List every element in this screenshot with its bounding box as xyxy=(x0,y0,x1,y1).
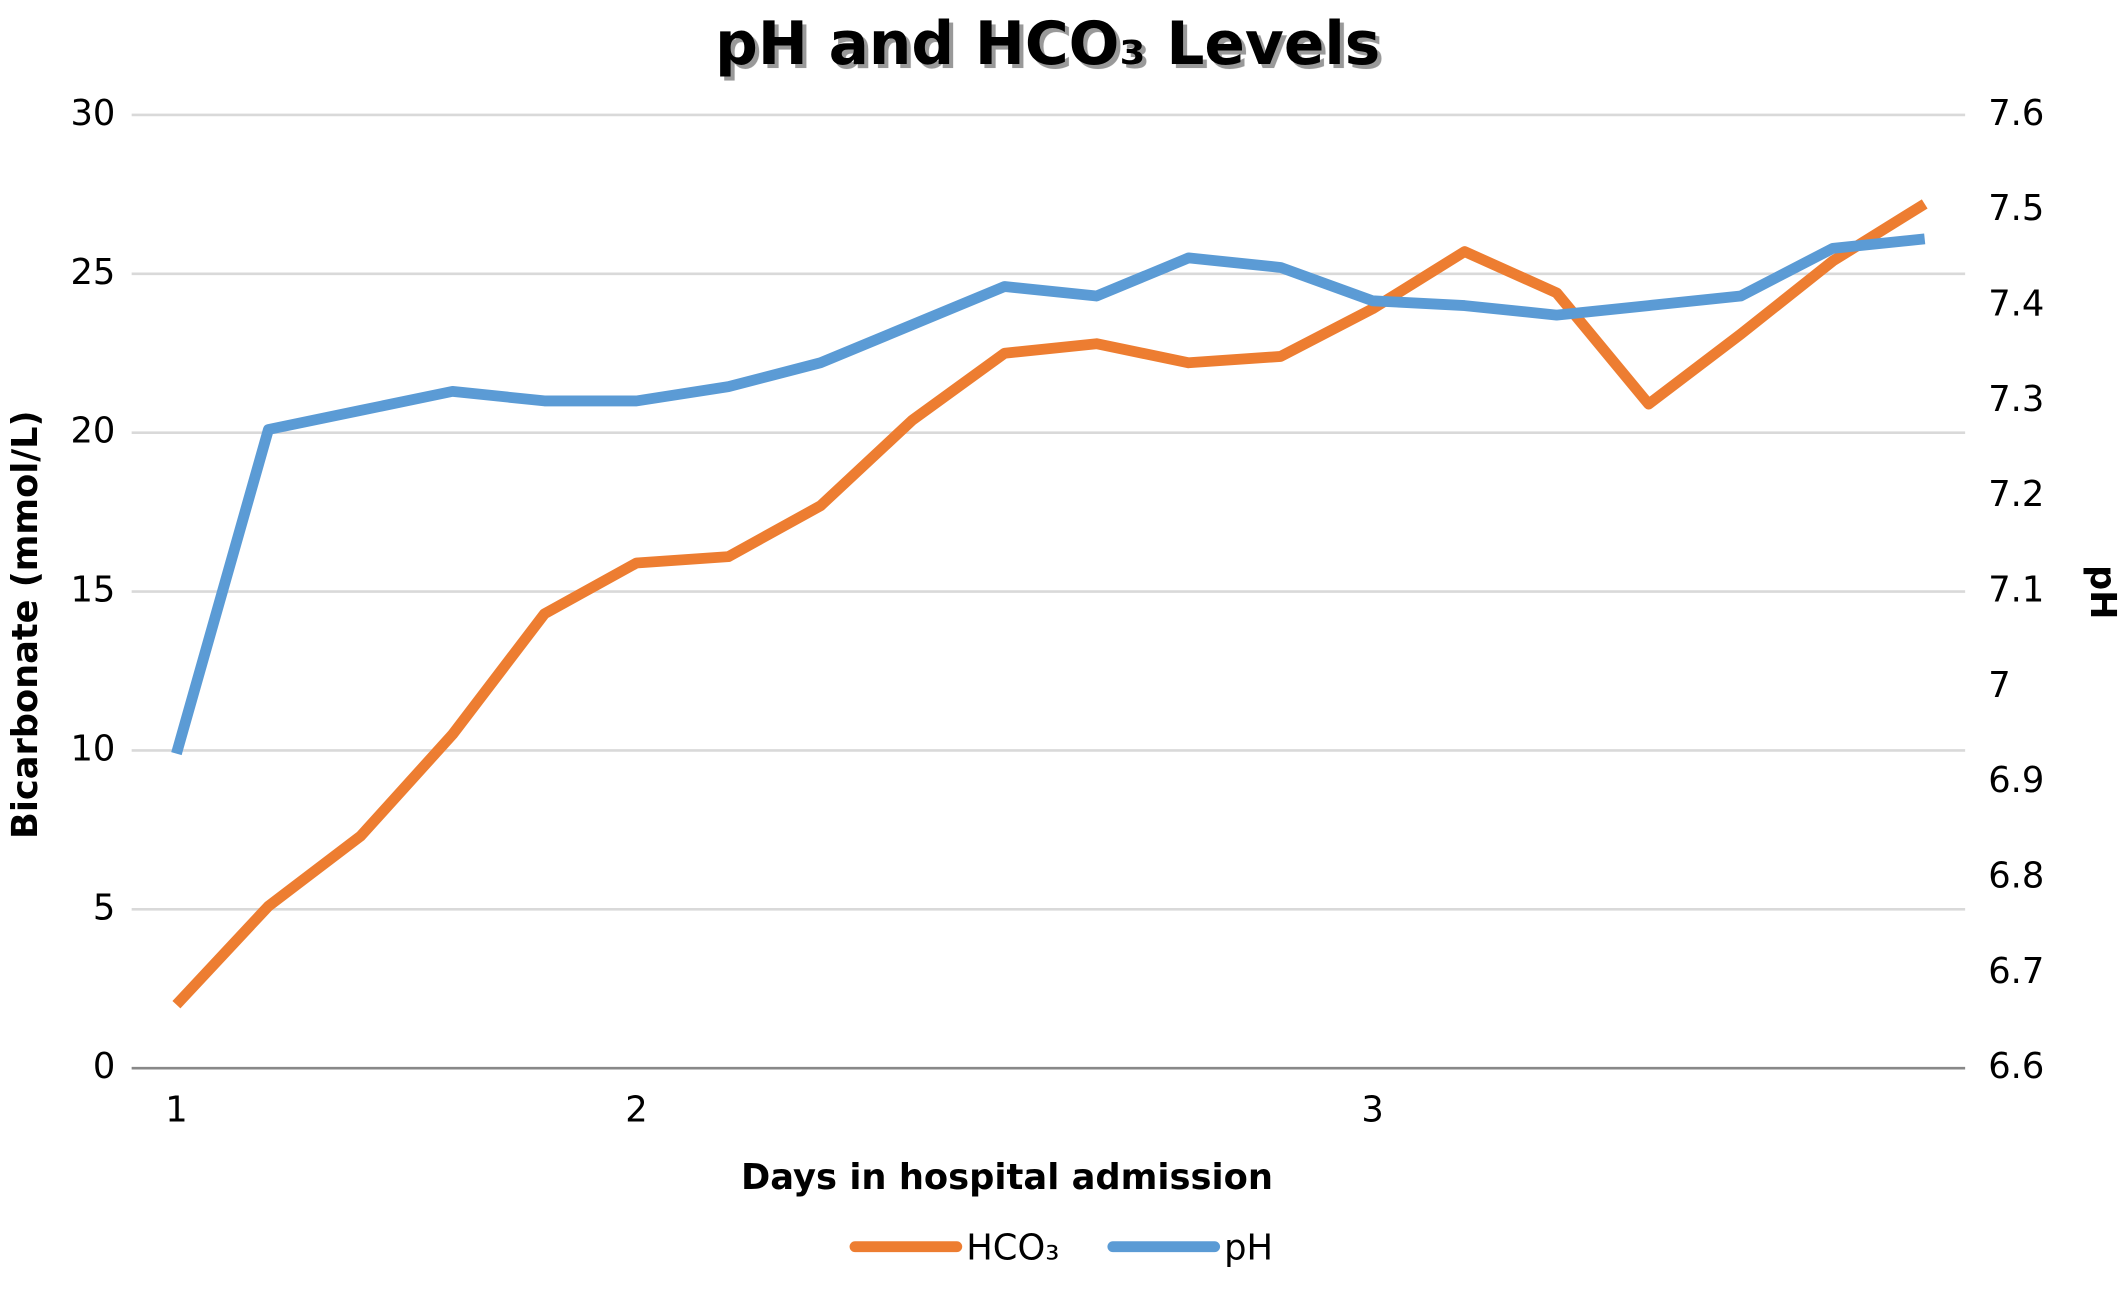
legend-label: HCO₃ xyxy=(966,1227,1059,1268)
y2-tick-label: 6.7 xyxy=(1988,951,2044,992)
y2-tick-label: 7.2 xyxy=(1988,474,2044,515)
series-line xyxy=(172,199,1928,1009)
y-tick-label: 30 xyxy=(70,93,115,134)
y2-tick-label: 7.5 xyxy=(1988,188,2044,229)
y2-tick-label: 7.3 xyxy=(1988,379,2044,420)
y2-tick-label: 7.1 xyxy=(1988,570,2044,611)
y-tick-label: 15 xyxy=(70,570,115,611)
y2-tick-label: 7.6 xyxy=(1988,93,2044,134)
y2-tick-label: 6.9 xyxy=(1988,760,2044,801)
x-axis-label: Days in hospital admission xyxy=(741,1157,1273,1198)
x-tick-label: 1 xyxy=(165,1090,187,1131)
y2-tick-label: 7 xyxy=(1988,665,2010,706)
y2-axis-label: pH xyxy=(2082,565,2123,620)
y-axis-label: Bicarbonate (mmol/L) xyxy=(5,410,46,839)
y2-tick-label: 6.8 xyxy=(1988,856,2044,897)
y-tick-label: 25 xyxy=(70,252,115,293)
y2-tick-label: 6.6 xyxy=(1988,1046,2044,1087)
series-line xyxy=(171,233,1926,756)
legend-label: pH xyxy=(1224,1227,1273,1268)
y2-tick-label: 7.4 xyxy=(1988,284,2044,325)
chart-title: pH and HCO₃ Levels xyxy=(715,10,1380,79)
x-tick-label: 3 xyxy=(1361,1090,1383,1131)
y-tick-label: 5 xyxy=(93,887,115,928)
x-tick-label: 2 xyxy=(625,1090,647,1131)
y-tick-label: 20 xyxy=(70,411,115,452)
y-tick-label: 10 xyxy=(70,728,115,769)
y-tick-label: 0 xyxy=(93,1046,115,1087)
